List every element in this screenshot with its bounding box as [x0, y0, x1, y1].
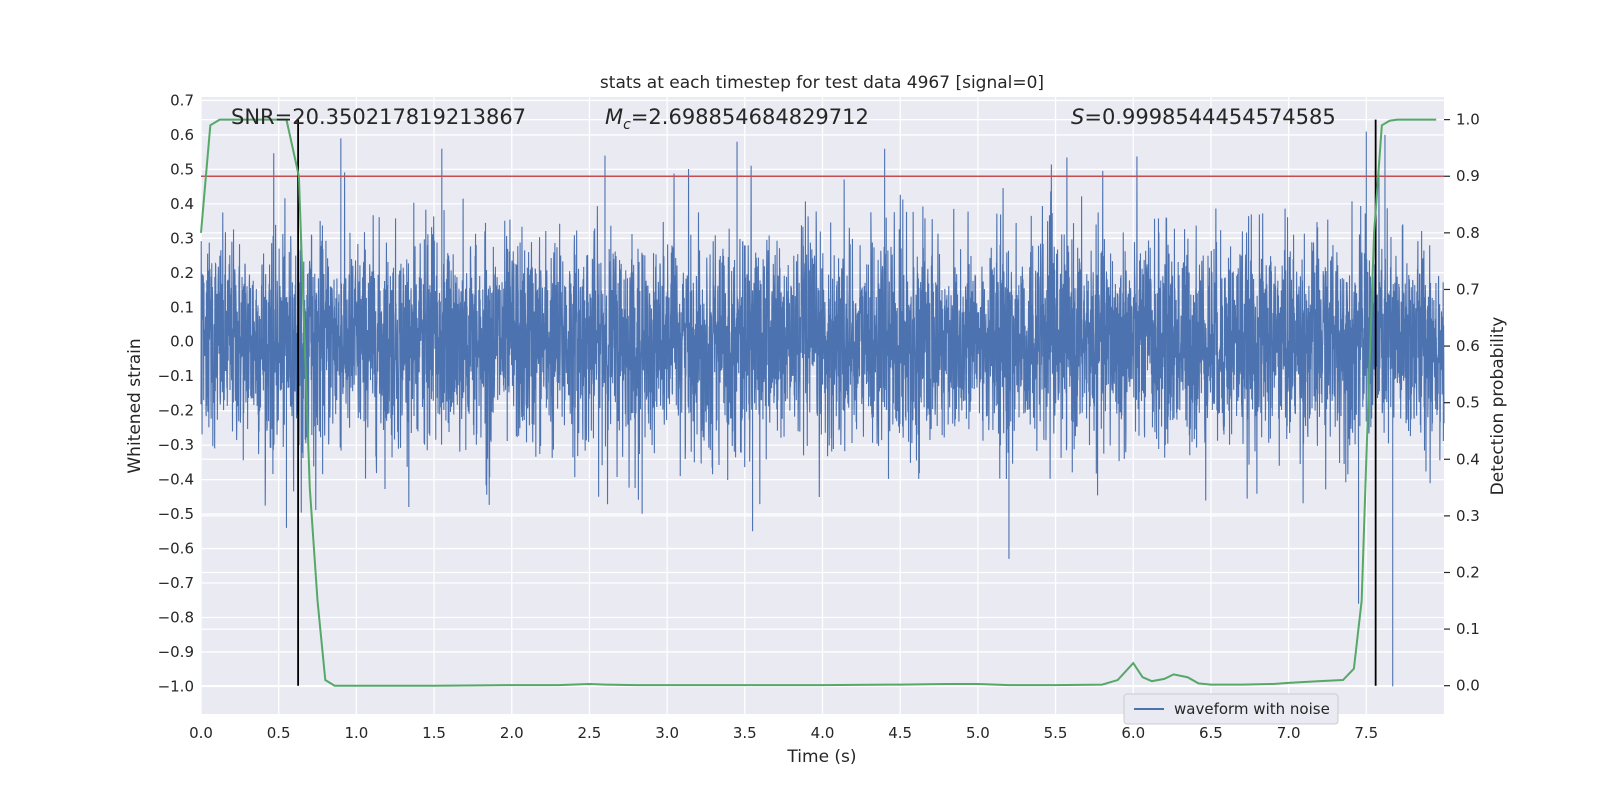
x-tick-label: 5.5	[1044, 724, 1068, 742]
snr-annotation: SNR=20.350217819213867	[231, 105, 526, 129]
y-tick-label: 0.6	[170, 126, 194, 144]
x-tick-label: 1.5	[422, 724, 446, 742]
s-annotation: S=0.9998544454574585	[1071, 105, 1336, 129]
x-tick-label: 5.0	[966, 724, 990, 742]
y2-tick-label: 0.4	[1456, 450, 1480, 468]
detection-probability-line	[200, 118, 1437, 687]
x-tick-label: 0.5	[267, 724, 291, 742]
x-tick-label: 7.5	[1354, 724, 1378, 742]
y-tick-label: 0.5	[170, 160, 194, 178]
snr-value: =20.350217819213867	[275, 105, 526, 129]
y-tick-label: 0.7	[170, 91, 194, 109]
x-axis-label: Time (s)	[786, 747, 856, 767]
mc-subscript: c	[623, 117, 631, 133]
mc-label: M	[605, 105, 623, 129]
y2-tick-labels: 1.0 0.9 0.8 0.7 0.6 0.5 0.4 0.3 0.2 0.1 0.0	[1444, 111, 1480, 695]
y2-tick-label: 0.2	[1456, 563, 1480, 581]
waveform-series	[200, 131, 1445, 687]
legend-label: waveform with noise	[1174, 700, 1330, 718]
legend-box	[1123, 693, 1339, 725]
mc-annotation: Mc=2.698854684829712	[605, 105, 869, 133]
y2-tick-label: 0.5	[1456, 394, 1480, 412]
y2-tick-label: 0.7	[1456, 280, 1480, 298]
y2-tick-label: 1.0	[1456, 111, 1480, 129]
y-tick-label: 0.3	[170, 229, 194, 247]
x-tick-label: 6.0	[1121, 724, 1145, 742]
y2-tick-label: 0.6	[1456, 337, 1480, 355]
y-tick-label: −0.9	[158, 643, 194, 661]
x-tick-label: 4.5	[888, 724, 912, 742]
y2-tick-label: 0.9	[1456, 167, 1480, 185]
x-tick-label: 3.0	[655, 724, 679, 742]
y-tick-label: −0.7	[158, 574, 194, 592]
y-axis-label: Whitened strain	[125, 338, 145, 473]
y-tick-label: −1.0	[158, 677, 194, 695]
chart-title: stats at each timestep for test data 496…	[600, 73, 1044, 93]
x-tick-label: 6.5	[1199, 724, 1223, 742]
y-tick-label: −0.6	[158, 540, 194, 558]
y-tick-label: 0.2	[170, 264, 194, 282]
legend: waveform with noise	[1123, 693, 1339, 725]
x-tick-label: 2.5	[578, 724, 602, 742]
y-tick-label: 0.0	[170, 333, 194, 351]
y2-tick-label: 0.3	[1456, 507, 1480, 525]
s-label: S	[1071, 105, 1084, 129]
s-value: =0.9998544454574585	[1084, 105, 1335, 129]
y-tick-label: −0.4	[158, 471, 194, 489]
y-tick-label: 0.4	[170, 195, 194, 213]
y-tick-label: −0.5	[158, 505, 194, 523]
y-tick-label: 0.1	[170, 298, 194, 316]
y-tick-labels: 0.7 0.6 0.5 0.4 0.3 0.2 0.1 0.0 −0.1 −0.2 −0.3 −0.4…	[158, 91, 194, 695]
y-tick-label: −0.2	[158, 402, 194, 420]
x-tick-label: 2.0	[500, 724, 524, 742]
x-tick-labels: 0.0 0.5 1.0 1.5 2.0 2.5 3.0 3.5 4.0 4.5 5.0 5.5 6.0 6…	[189, 724, 1378, 742]
waveform-path	[200, 131, 1445, 687]
y-tick-label: −0.1	[158, 367, 194, 385]
snr-label: SNR	[231, 105, 275, 129]
x-tick-label: 4.0	[811, 724, 835, 742]
y-tick-label: −0.3	[158, 436, 194, 454]
y2-tick-label: 0.1	[1456, 620, 1480, 638]
y2-tick-label: 0.0	[1456, 677, 1480, 695]
x-tick-label: 3.5	[733, 724, 757, 742]
x-tick-label: 0.0	[189, 724, 213, 742]
x-tick-label: 1.0	[344, 724, 368, 742]
y-tick-label: −0.8	[158, 608, 194, 626]
y2-axis-label: Detection probability	[1488, 317, 1508, 496]
mc-value: =2.698854684829712	[631, 105, 869, 129]
x-tick-label: 7.0	[1277, 724, 1301, 742]
y2-tick-label: 0.8	[1456, 224, 1480, 242]
